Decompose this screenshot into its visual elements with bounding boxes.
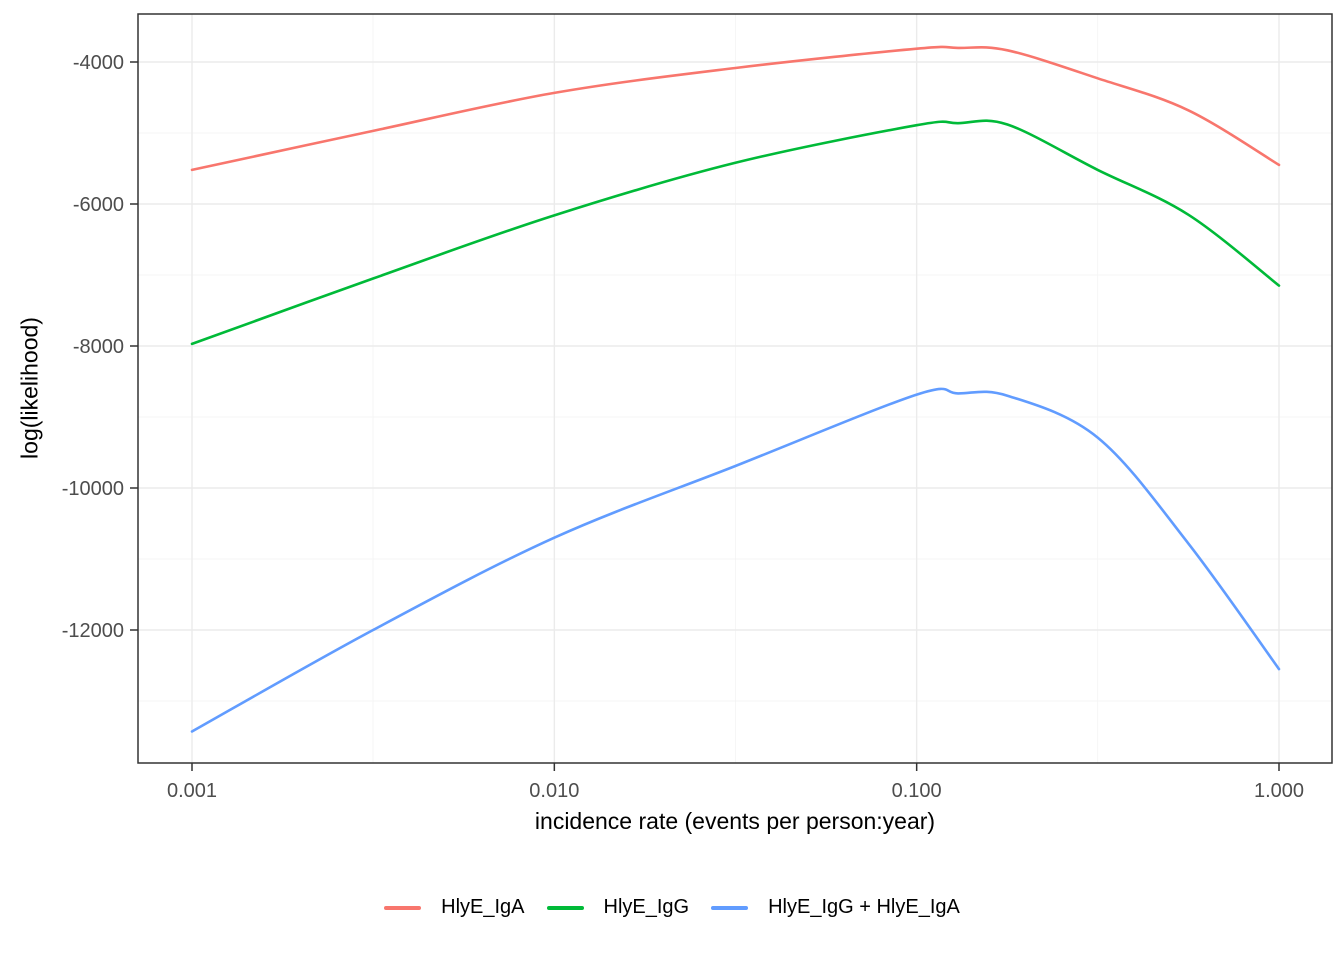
legend-key-line-icon bbox=[384, 905, 422, 910]
grid-major bbox=[138, 14, 1332, 763]
legend-item: HlyE_IgG bbox=[546, 896, 690, 919]
y-tick-label: -12000 bbox=[62, 620, 124, 642]
legend-label: HlyE_IgG bbox=[603, 896, 690, 918]
y-axis-title: log(likelihood) bbox=[16, 317, 43, 459]
panel-border bbox=[137, 13, 1333, 764]
y-tick-label: -4000 bbox=[73, 52, 124, 74]
legend-key-line-icon bbox=[546, 905, 584, 910]
series-line-0 bbox=[190, 45, 1281, 172]
plot-panel: 0.001 0.010 0.100 1.000 -4000 -6000 -8000 -1000… bbox=[62, 13, 1333, 802]
series-line-2 bbox=[190, 387, 1281, 733]
y-tick-label: -10000 bbox=[62, 478, 124, 500]
grid-minor bbox=[138, 14, 1332, 763]
legend-item: HlyE_IgG + HlyE_IgA bbox=[711, 896, 960, 919]
legend-key-line-icon bbox=[711, 905, 749, 910]
legend-label: HlyE_IgA bbox=[441, 896, 525, 918]
legend-label: HlyE_IgG + HlyE_IgA bbox=[768, 896, 960, 918]
legend: HlyE_IgA HlyE_IgG HlyE_IgG + HlyE_IgA bbox=[0, 896, 1344, 919]
series-line-1 bbox=[190, 119, 1281, 346]
y-tick-label: -8000 bbox=[73, 336, 124, 358]
legend-item: HlyE_IgA bbox=[384, 896, 525, 919]
x-axis-title: incidence rate (events per person:year) bbox=[534, 808, 936, 834]
series-lines bbox=[190, 45, 1281, 733]
x-tick-label: 0.010 bbox=[529, 780, 579, 802]
x-tick-label: 1.000 bbox=[1254, 780, 1304, 802]
x-tick-label: 0.001 bbox=[167, 780, 217, 802]
x-tick-label: 0.100 bbox=[892, 780, 942, 802]
axis-ticks bbox=[130, 61, 1280, 771]
tick-labels: 0.001 0.010 0.100 1.000 -4000 -6000 -8000 -1000… bbox=[62, 52, 1304, 802]
y-tick-label: -6000 bbox=[73, 194, 124, 216]
